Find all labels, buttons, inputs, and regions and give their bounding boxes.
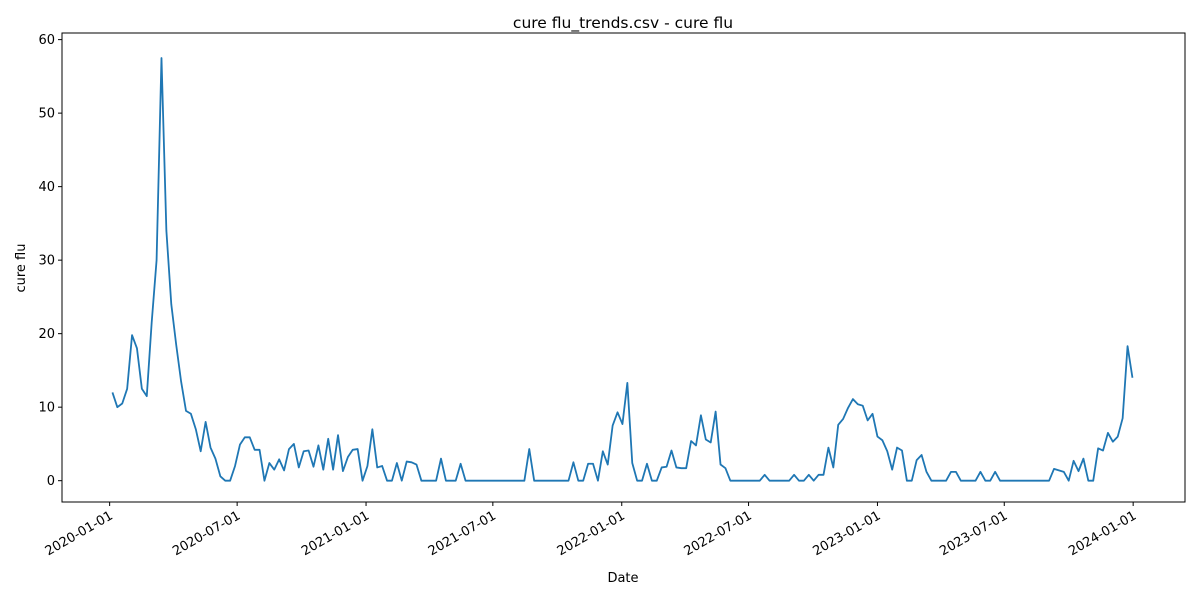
x-axis-label: Date	[607, 571, 638, 586]
y-tick-label: 40	[38, 180, 55, 195]
y-tick-label: 30	[38, 254, 55, 269]
y-tick-label: 10	[38, 401, 55, 416]
data-line	[111, 57, 1134, 482]
y-axis-label: cure flu	[14, 243, 29, 292]
y-tick-label: 20	[38, 327, 55, 342]
y-tick-label: 50	[38, 107, 55, 122]
chart-title: cure flu_trends.csv - cure flu	[513, 14, 733, 33]
y-tick-label: 60	[38, 33, 55, 48]
y-tick-label: 0	[47, 474, 55, 489]
plot-frame	[61, 32, 1186, 503]
